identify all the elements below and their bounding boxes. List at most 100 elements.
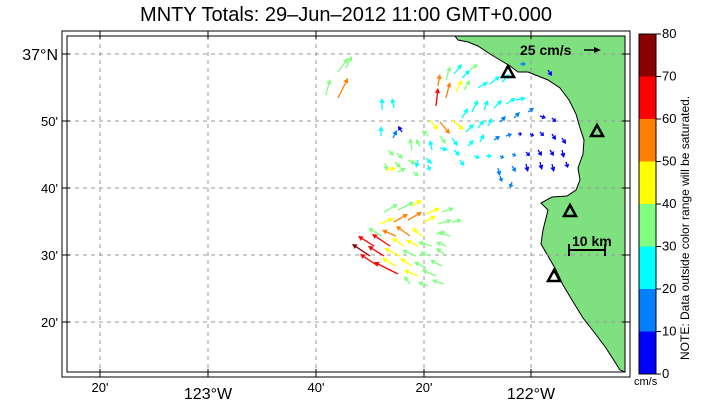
current-vector — [439, 135, 446, 144]
colorbar-segment — [639, 119, 656, 162]
current-vector — [400, 258, 413, 267]
current-vector — [337, 78, 349, 99]
current-vector — [479, 134, 485, 143]
colorbar-tick-label: 80 — [662, 26, 676, 41]
current-vector — [436, 248, 445, 255]
current-vector — [469, 64, 478, 71]
current-vector — [539, 131, 544, 136]
current-vector — [382, 258, 397, 267]
current-vector — [511, 165, 516, 172]
current-vector — [411, 200, 422, 207]
x-label-4: 122°W — [507, 386, 556, 403]
current-vector — [379, 98, 385, 110]
colorbar-segment — [639, 76, 656, 120]
current-vector — [453, 149, 460, 156]
current-vector — [486, 153, 492, 159]
axis-ticks — [62, 31, 630, 377]
current-vector — [445, 82, 452, 99]
current-vector — [406, 239, 419, 247]
current-vector — [564, 161, 570, 168]
station-markers — [499, 63, 606, 283]
current-vector — [402, 249, 417, 257]
current-vector — [489, 76, 500, 85]
station-marker — [499, 63, 517, 79]
colorbar-unit: cm/s — [634, 376, 658, 388]
current-vector — [453, 64, 462, 75]
y-label-1: 50' — [41, 114, 58, 129]
current-vector — [487, 118, 493, 127]
current-vector — [436, 74, 442, 87]
y-label-0: 37°N — [22, 47, 58, 64]
current-vector — [418, 281, 429, 287]
current-vector — [547, 69, 552, 76]
current-vector — [378, 126, 384, 136]
current-vector — [404, 276, 411, 285]
current-vector — [537, 149, 542, 156]
current-vector — [379, 217, 394, 225]
current-vector — [511, 152, 516, 158]
current-vector — [368, 246, 385, 257]
current-vector — [422, 130, 429, 137]
current-vector — [432, 279, 445, 285]
current-vector — [345, 56, 353, 69]
map-title: MNTY Totals: 29–Jun–2012 11:00 GMT+0.000 — [140, 4, 552, 26]
current-vector — [407, 212, 422, 221]
current-vector — [390, 98, 396, 109]
current-vector — [412, 228, 423, 237]
x-label-1: 123°W — [184, 386, 233, 403]
current-vector — [483, 100, 489, 111]
x-label-2: 40' — [308, 380, 325, 395]
scale-vector-arrow — [584, 47, 601, 53]
current-vector — [473, 154, 480, 160]
current-vector — [493, 136, 500, 141]
land-coastline — [454, 35, 626, 373]
current-vector — [393, 214, 408, 223]
current-vector — [498, 175, 504, 182]
current-vector — [451, 119, 464, 130]
colorbar-tick-label: 70 — [662, 69, 676, 84]
colorbar-tick-label: 0 — [662, 366, 669, 381]
current-vector — [508, 181, 514, 188]
colorbar-tick-label: 50 — [662, 154, 676, 169]
current-vector — [392, 238, 405, 247]
current-vectors — [325, 56, 570, 287]
current-vector — [505, 98, 516, 105]
current-vector — [394, 161, 401, 168]
current-vector — [518, 131, 522, 137]
current-vector — [499, 116, 506, 123]
plot-area — [66, 35, 626, 373]
current-vector — [374, 261, 399, 275]
scale-bar — [568, 244, 606, 256]
current-vector — [527, 108, 534, 113]
current-vector — [529, 132, 534, 138]
colorbar-segment — [639, 34, 656, 77]
current-vector — [387, 149, 394, 156]
y-label-3: 30' — [41, 248, 58, 263]
current-vector — [425, 207, 440, 215]
current-vector — [428, 140, 434, 151]
current-vector — [398, 126, 403, 133]
current-vector — [467, 140, 474, 147]
current-vector — [404, 269, 419, 277]
current-vector — [368, 228, 383, 237]
current-vector — [434, 88, 441, 107]
current-vector — [520, 61, 526, 67]
current-vector — [396, 152, 403, 159]
current-vector — [515, 96, 526, 102]
current-vector — [477, 82, 488, 89]
current-vector — [382, 229, 397, 237]
current-vector — [461, 70, 470, 79]
y-label-4: 20' — [41, 315, 58, 330]
current-vector — [437, 218, 452, 225]
colorbar-tick-label: 20 — [662, 281, 676, 296]
current-vector — [439, 146, 448, 152]
x-label-3: 20' — [416, 380, 433, 395]
current-vector — [525, 151, 530, 156]
current-vector — [513, 112, 520, 119]
y-label-2: 40' — [41, 181, 58, 196]
station-marker — [561, 202, 579, 218]
current-vector — [505, 132, 512, 138]
current-vector — [414, 261, 427, 269]
station-marker — [588, 122, 606, 138]
